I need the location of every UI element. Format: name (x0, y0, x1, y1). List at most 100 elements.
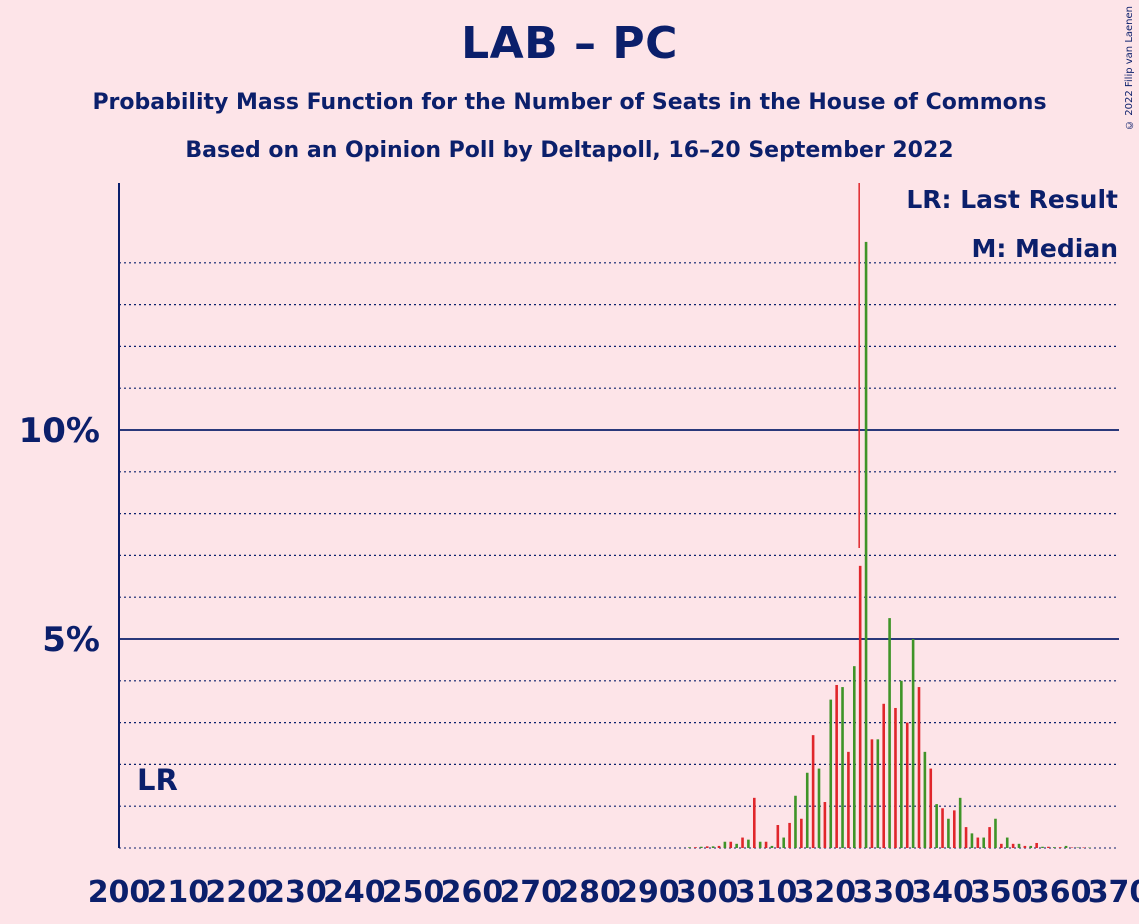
bar (894, 707, 897, 848)
bar (1082, 847, 1086, 848)
bar (864, 241, 868, 848)
bar (782, 837, 786, 848)
x-tick-label: 370 (1088, 875, 1139, 910)
bar (947, 818, 950, 848)
bar (941, 808, 944, 848)
bars (688, 241, 1091, 848)
bar (1023, 845, 1027, 848)
bar (1011, 843, 1015, 848)
x-tick-label: 230 (264, 875, 327, 910)
bar (858, 565, 862, 848)
x-tick-label: 340 (911, 875, 974, 910)
bar (952, 810, 956, 848)
x-tick-label: 200 (88, 875, 151, 910)
bar (870, 739, 874, 848)
x-tick-label: 260 (441, 875, 504, 910)
bar (829, 699, 833, 848)
bar (705, 846, 709, 848)
bar (876, 739, 880, 848)
bar (835, 684, 838, 848)
bar (1052, 847, 1056, 848)
x-tick-label: 360 (1029, 875, 1092, 910)
gridlines (119, 262, 1119, 849)
last-result-label: LR (137, 763, 178, 797)
bar (741, 837, 744, 848)
x-tick-label: 280 (558, 875, 621, 910)
bar (1041, 846, 1044, 848)
bar (823, 802, 827, 848)
bar (817, 768, 821, 848)
y-tick-labels: 5% 10% (19, 411, 100, 660)
bar (900, 680, 903, 848)
bar (917, 687, 921, 848)
bar (841, 687, 844, 848)
bar (794, 795, 797, 848)
bar (888, 618, 891, 848)
bar (882, 703, 886, 848)
x-tick-label: 320 (794, 875, 857, 910)
x-tick-label: 270 (499, 875, 562, 910)
legend-median: M: Median (971, 234, 1118, 263)
bar (1005, 837, 1009, 848)
bar (1035, 842, 1038, 848)
bar (788, 822, 791, 848)
bar (964, 827, 968, 848)
y-tick-label: 10% (19, 411, 100, 451)
bar (776, 825, 780, 848)
bar (711, 846, 715, 848)
bar (800, 818, 803, 848)
x-tick-label: 220 (205, 875, 268, 910)
y-tick-label: 5% (42, 620, 100, 660)
x-tick-label: 240 (323, 875, 386, 910)
bar (852, 666, 856, 848)
bar (988, 827, 991, 848)
bar (764, 841, 768, 848)
chart-subtitle: Probability Mass Function for the Number… (92, 90, 1047, 115)
bar (970, 833, 974, 848)
bar (747, 839, 750, 848)
x-tick-label: 210 (147, 875, 210, 910)
bar (1058, 847, 1062, 848)
x-tick-label: 290 (617, 875, 680, 910)
bar (1000, 843, 1003, 848)
bar (911, 639, 915, 848)
chart-subtitle-poll: Based on an Opinion Poll by Deltapoll, 1… (185, 138, 954, 163)
x-tick-label: 310 (735, 875, 798, 910)
bar (735, 843, 738, 848)
bar (700, 846, 703, 848)
bar (729, 841, 733, 848)
bar (758, 841, 762, 848)
bar (958, 797, 962, 848)
bar (1029, 845, 1033, 848)
bar (976, 837, 980, 848)
bar (1047, 846, 1050, 848)
bar (811, 735, 815, 848)
x-tick-label: 300 (676, 875, 739, 910)
bar (1076, 847, 1080, 848)
bar (1088, 847, 1091, 848)
x-tick-label: 250 (382, 875, 445, 910)
bar (847, 751, 850, 848)
x-tick-label: 330 (852, 875, 915, 910)
bar (805, 772, 809, 848)
bar (1064, 845, 1068, 848)
chart-title: LAB – PC (461, 18, 678, 69)
legend-last-result: LR: Last Result (906, 185, 1118, 214)
x-tick-label: 350 (970, 875, 1033, 910)
bar (1017, 843, 1021, 848)
x-tick-labels: 2002102202302402502602702802903003103203… (88, 875, 1139, 910)
bar (1070, 847, 1074, 848)
bar (929, 768, 933, 848)
bar (717, 845, 721, 848)
bar (688, 847, 691, 848)
bar (982, 837, 986, 848)
bar (905, 722, 909, 848)
bar (694, 847, 697, 848)
bar (770, 845, 774, 848)
bar (994, 818, 997, 848)
bar (723, 841, 727, 848)
bar (935, 804, 938, 848)
bar (752, 797, 756, 848)
bar (923, 751, 927, 848)
